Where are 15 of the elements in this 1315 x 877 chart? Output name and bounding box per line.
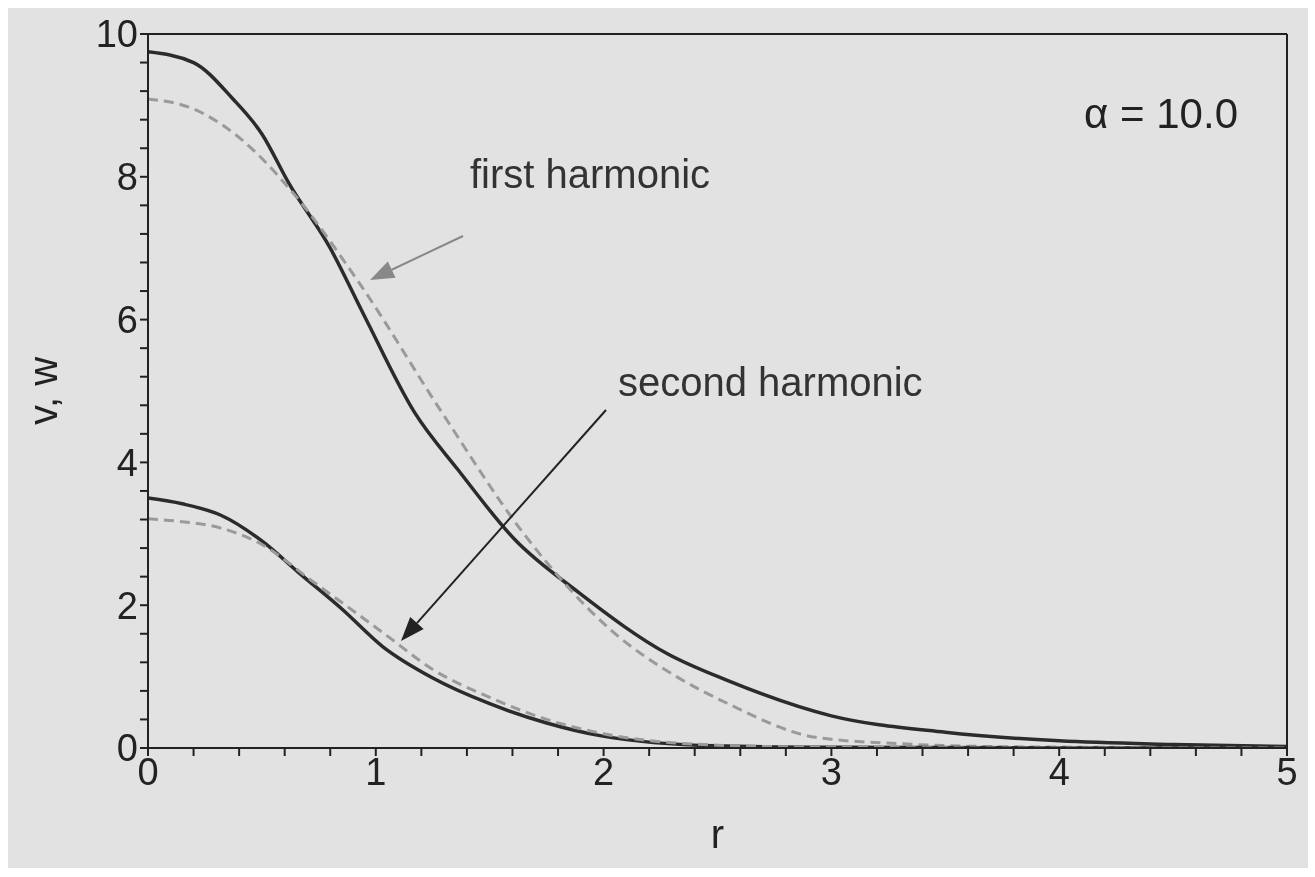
annotation: α = 10.0 — [1084, 90, 1238, 137]
y-tick-label: 10 — [95, 13, 138, 56]
x-tick-label: 1 — [365, 750, 387, 793]
annotation: first harmonic — [470, 152, 711, 196]
y-tick-label: 2 — [116, 584, 138, 627]
y-tick-label: 6 — [116, 299, 138, 342]
x-tick-label: 3 — [820, 750, 842, 793]
x-tick-label: 4 — [1048, 750, 1070, 793]
x-tick-label: 2 — [593, 750, 615, 793]
x-tick-label: 5 — [1276, 750, 1298, 793]
x-axis-title: r — [710, 812, 725, 856]
y-tick-label: 8 — [116, 156, 138, 199]
y-axis-title: v, w — [21, 356, 66, 426]
annotation: second harmonic — [618, 360, 923, 404]
y-tick-label: 4 — [116, 441, 138, 484]
